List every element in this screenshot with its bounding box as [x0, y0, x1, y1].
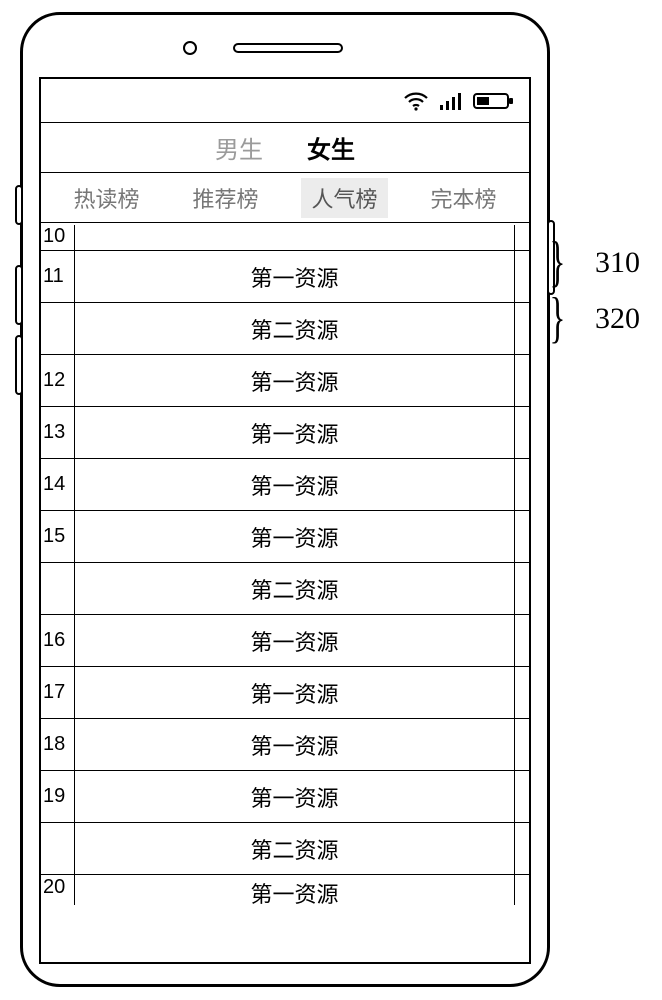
resource-label — [75, 225, 515, 250]
tab-recommend[interactable]: 推荐榜 — [182, 178, 268, 218]
list-item[interactable]: 12 第一资源 — [41, 355, 529, 407]
phone-screen: 男生 女生 热读榜 推荐榜 人气榜 完本榜 10 11 第一资源 第二资源 12 — [39, 77, 531, 964]
resource-label: 第一资源 — [75, 875, 515, 905]
tab-hot[interactable]: 热读榜 — [63, 178, 149, 218]
resource-label: 第一资源 — [75, 407, 515, 458]
rank-number — [41, 823, 75, 874]
resource-label: 第一资源 — [75, 667, 515, 718]
list-item[interactable]: 14 第一资源 — [41, 459, 529, 511]
signal-icon — [439, 91, 463, 111]
resource-label: 第一资源 — [75, 615, 515, 666]
tab-popular[interactable]: 人气榜 — [301, 178, 387, 218]
tab-female[interactable]: 女生 — [307, 130, 355, 165]
callout-320: 320 — [595, 302, 640, 336]
list-item[interactable]: 18 第一资源 — [41, 719, 529, 771]
rank-number: 14 — [41, 459, 75, 510]
resource-label: 第一资源 — [75, 719, 515, 770]
power-button — [547, 220, 555, 295]
wifi-icon — [403, 91, 429, 111]
list-item[interactable]: 19 第一资源 — [41, 771, 529, 823]
resource-label: 第二资源 — [75, 563, 515, 614]
rank-number: 10 — [41, 225, 75, 250]
resource-label: 第二资源 — [75, 303, 515, 354]
brace-icon: } — [549, 286, 565, 350]
rank-number: 11 — [41, 251, 75, 302]
list-item[interactable]: 17 第一资源 — [41, 667, 529, 719]
resource-label: 第一资源 — [75, 459, 515, 510]
tab-complete[interactable]: 完本榜 — [420, 178, 506, 218]
list-item[interactable]: 13 第一资源 — [41, 407, 529, 459]
speaker-slot — [233, 43, 343, 53]
list-item[interactable]: 10 — [41, 225, 529, 251]
rank-number: 18 — [41, 719, 75, 770]
rank-number: 16 — [41, 615, 75, 666]
rank-number: 15 — [41, 511, 75, 562]
rank-number: 19 — [41, 771, 75, 822]
volume-down-button — [15, 335, 23, 395]
rank-number: 20 — [41, 875, 75, 905]
camera-dot — [183, 41, 197, 55]
list-item[interactable]: 第二资源 — [41, 823, 529, 875]
rank-number: 13 — [41, 407, 75, 458]
resource-label: 第一资源 — [75, 771, 515, 822]
status-bar — [41, 79, 529, 123]
resource-label: 第一资源 — [75, 511, 515, 562]
rank-number: 12 — [41, 355, 75, 406]
list-item[interactable]: 第二资源 — [41, 303, 529, 355]
list-item[interactable]: 20 第一资源 — [41, 875, 529, 905]
rank-number — [41, 563, 75, 614]
volume-up-button — [15, 265, 23, 325]
ranking-tabs: 热读榜 推荐榜 人气榜 完本榜 — [41, 173, 529, 223]
callout-310: 310 — [595, 246, 640, 280]
tab-male[interactable]: 男生 — [215, 130, 263, 165]
ranking-list[interactable]: 10 11 第一资源 第二资源 12 第一资源 13 第一资源 14 第一资源 — [41, 225, 529, 962]
resource-label: 第一资源 — [75, 251, 515, 302]
battery-icon — [473, 91, 515, 111]
gender-tabs: 男生 女生 — [41, 123, 529, 173]
resource-label: 第二资源 — [75, 823, 515, 874]
list-item[interactable]: 16 第一资源 — [41, 615, 529, 667]
list-item[interactable]: 15 第一资源 — [41, 511, 529, 563]
side-button — [15, 185, 23, 225]
list-item[interactable]: 第二资源 — [41, 563, 529, 615]
rank-number — [41, 303, 75, 354]
phone-frame: 男生 女生 热读榜 推荐榜 人气榜 完本榜 10 11 第一资源 第二资源 12 — [20, 12, 550, 987]
rank-number: 17 — [41, 667, 75, 718]
list-item[interactable]: 11 第一资源 — [41, 251, 529, 303]
resource-label: 第一资源 — [75, 355, 515, 406]
